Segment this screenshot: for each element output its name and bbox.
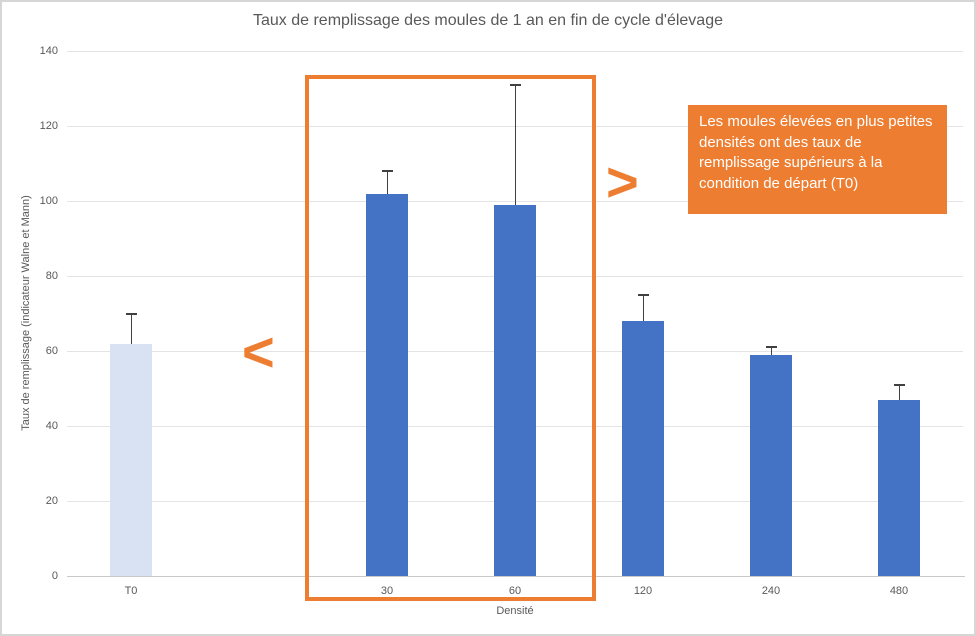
y-tick-label: 120 xyxy=(39,120,58,132)
y-tick-label: 140 xyxy=(39,45,58,57)
error-bar-cap xyxy=(893,383,905,386)
error-bar-cap xyxy=(765,346,777,349)
category-label: 240 xyxy=(761,585,781,597)
category-label: 480 xyxy=(889,585,909,597)
bar[interactable] xyxy=(750,354,792,576)
x-axis-line xyxy=(67,576,965,577)
error-bar-cap xyxy=(381,170,393,172)
error-bar-line xyxy=(643,294,644,321)
error-bar-line xyxy=(771,347,772,355)
y-tick-label: 20 xyxy=(45,495,58,507)
category-label: 30 xyxy=(380,585,394,597)
category-label: 120 xyxy=(633,585,653,597)
x-axis-title: Densité xyxy=(496,605,534,617)
category-label: 60 xyxy=(508,585,522,597)
y-tick-label: 40 xyxy=(45,420,58,432)
callout-box[interactable]: Les moules élevées en plus petites densi… xyxy=(688,105,947,214)
error-bar-cap xyxy=(637,293,649,296)
bar[interactable] xyxy=(878,399,920,576)
y-tick-label: 100 xyxy=(39,195,58,207)
error-bar-cap xyxy=(125,312,137,315)
category-label: T0 xyxy=(124,585,138,597)
highlight-rectangle-shape[interactable] xyxy=(305,75,596,601)
y-tick-label: 60 xyxy=(45,345,58,357)
error-bar-cap xyxy=(509,83,521,86)
error-bar-line xyxy=(131,313,132,344)
gridline xyxy=(67,51,963,52)
bar[interactable] xyxy=(494,204,536,576)
error-bar-line xyxy=(899,384,900,400)
error-bar-line xyxy=(515,84,516,205)
chart-title: Taux de remplissage des moules de 1 an e… xyxy=(252,12,723,29)
greater-than-symbol-shape[interactable]: > xyxy=(606,150,639,213)
bar[interactable] xyxy=(366,193,408,576)
less-than-symbol-shape[interactable]: < xyxy=(242,320,275,383)
bar[interactable] xyxy=(110,343,152,576)
error-bar-line xyxy=(387,171,388,194)
y-tick-label: 0 xyxy=(51,570,58,582)
y-tick-label: 80 xyxy=(45,270,58,282)
bar[interactable] xyxy=(622,321,664,576)
